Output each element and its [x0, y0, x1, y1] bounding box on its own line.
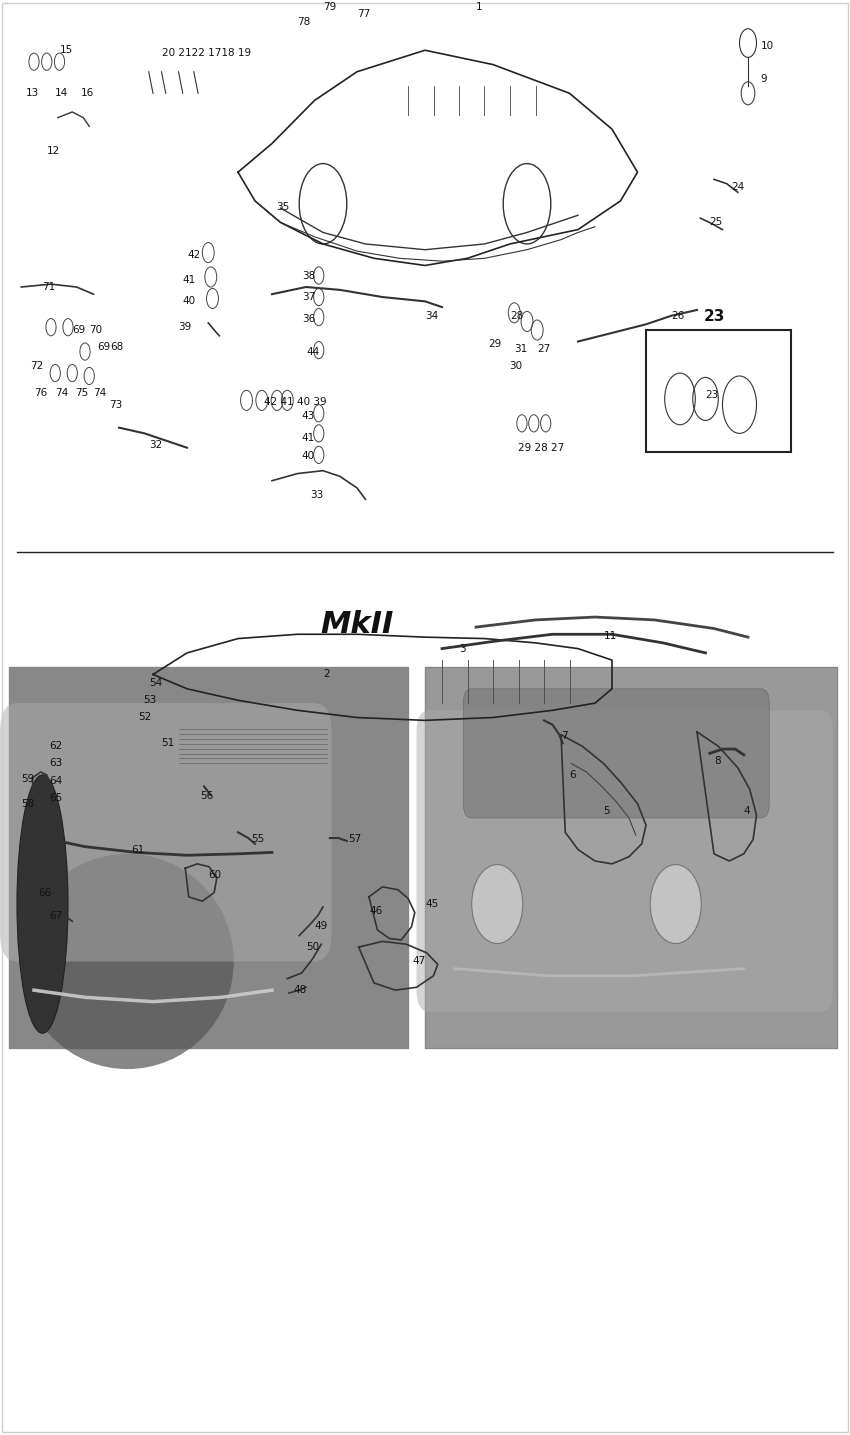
Text: 72: 72: [30, 362, 43, 370]
Text: 5: 5: [604, 806, 610, 815]
Text: 20 2122 1718 19: 20 2122 1718 19: [162, 49, 251, 57]
Text: 7: 7: [561, 732, 568, 740]
Text: 50: 50: [306, 943, 319, 951]
Text: 42: 42: [187, 251, 201, 260]
Text: 51: 51: [162, 739, 175, 748]
Text: 79: 79: [323, 3, 337, 11]
Text: 6: 6: [570, 771, 576, 779]
Text: 56: 56: [200, 792, 213, 801]
Text: 30: 30: [509, 362, 522, 370]
Text: 74: 74: [55, 389, 69, 397]
Text: 47: 47: [412, 957, 426, 966]
Text: 76: 76: [34, 389, 48, 397]
Text: 24: 24: [731, 182, 745, 191]
Text: 71: 71: [42, 283, 56, 291]
Text: 49: 49: [314, 921, 328, 930]
Text: 43: 43: [302, 412, 315, 420]
FancyBboxPatch shape: [8, 667, 408, 1048]
Text: 13: 13: [26, 89, 39, 98]
Text: 14: 14: [55, 89, 69, 98]
Text: 32: 32: [149, 441, 162, 449]
Text: 10: 10: [761, 42, 774, 50]
Ellipse shape: [650, 864, 701, 944]
Text: 33: 33: [310, 491, 324, 499]
FancyBboxPatch shape: [646, 330, 790, 452]
Text: 52: 52: [138, 713, 151, 722]
Ellipse shape: [17, 775, 68, 1033]
Text: 2: 2: [323, 670, 330, 679]
Text: 23: 23: [703, 310, 725, 324]
Text: 59: 59: [21, 775, 35, 784]
Text: 77: 77: [357, 10, 371, 19]
Text: 69: 69: [98, 343, 111, 352]
Text: 11: 11: [604, 631, 617, 640]
Text: 16: 16: [81, 89, 94, 98]
Text: 34: 34: [425, 311, 439, 320]
Text: 41: 41: [183, 276, 196, 284]
Text: 3: 3: [459, 644, 466, 653]
Text: 78: 78: [298, 17, 311, 26]
Text: 44: 44: [306, 347, 320, 356]
Text: 55: 55: [251, 835, 264, 844]
Text: 42 41 40 39: 42 41 40 39: [264, 397, 326, 406]
Text: 23: 23: [706, 390, 719, 399]
Text: 58: 58: [21, 799, 35, 808]
Text: 74: 74: [94, 389, 107, 397]
Text: 35: 35: [276, 202, 290, 211]
Text: 29 28 27: 29 28 27: [518, 443, 564, 452]
Text: 31: 31: [514, 344, 528, 353]
Text: 57: 57: [348, 835, 362, 844]
Text: 36: 36: [302, 314, 315, 323]
Text: 26: 26: [672, 311, 685, 320]
Text: 73: 73: [109, 400, 122, 409]
Text: 54: 54: [149, 679, 162, 687]
FancyBboxPatch shape: [463, 689, 769, 818]
Text: 9: 9: [761, 75, 768, 83]
FancyBboxPatch shape: [0, 703, 332, 961]
Text: 40: 40: [302, 452, 314, 461]
Text: 29: 29: [489, 340, 502, 349]
FancyBboxPatch shape: [425, 667, 837, 1048]
Text: MkII: MkII: [320, 610, 394, 639]
Text: 53: 53: [143, 696, 156, 705]
Text: 27: 27: [537, 344, 551, 353]
Text: 63: 63: [49, 759, 63, 768]
Text: 4: 4: [744, 806, 751, 815]
Text: 1: 1: [476, 3, 483, 11]
Text: 62: 62: [49, 742, 63, 751]
FancyBboxPatch shape: [416, 710, 833, 1012]
Text: 37: 37: [302, 293, 315, 301]
Text: 69: 69: [72, 326, 86, 334]
Text: 41: 41: [302, 433, 315, 442]
Text: 15: 15: [60, 46, 73, 55]
Text: 45: 45: [425, 900, 439, 908]
Text: 8: 8: [714, 756, 721, 765]
Text: 38: 38: [302, 271, 315, 280]
Text: 39: 39: [178, 323, 192, 331]
Text: 48: 48: [293, 986, 307, 994]
Text: 40: 40: [183, 297, 196, 306]
Ellipse shape: [21, 854, 234, 1069]
Text: 12: 12: [47, 146, 60, 155]
Text: 75: 75: [75, 389, 88, 397]
Text: 67: 67: [49, 911, 63, 920]
Text: 64: 64: [49, 776, 63, 785]
Text: 65: 65: [49, 794, 63, 802]
Text: 68: 68: [110, 343, 124, 352]
Text: 61: 61: [132, 845, 145, 854]
Text: 60: 60: [208, 871, 221, 880]
Text: 25: 25: [710, 218, 723, 227]
Text: 28: 28: [510, 311, 524, 320]
Ellipse shape: [472, 864, 523, 944]
Text: 66: 66: [38, 888, 52, 897]
Text: 70: 70: [89, 326, 102, 334]
Text: 46: 46: [370, 907, 383, 916]
